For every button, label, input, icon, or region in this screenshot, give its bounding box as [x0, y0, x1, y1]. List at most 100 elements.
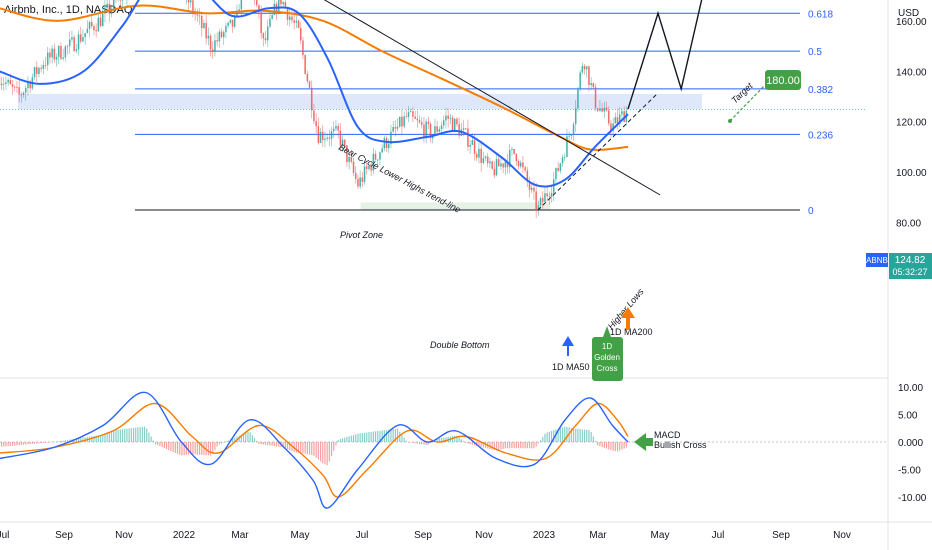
- candle-body: [13, 86, 16, 88]
- candle-body: [240, 0, 243, 10]
- macd-histogram-bar: [110, 430, 113, 442]
- candle-body: [7, 79, 9, 83]
- macd-histogram-bar: [390, 429, 392, 442]
- candle-body: [557, 167, 559, 171]
- candle-body: [233, 15, 236, 27]
- pivot-zone-label: Pivot Zone: [340, 230, 383, 240]
- candle-body: [77, 34, 80, 50]
- macd-histogram-bar: [58, 441, 60, 442]
- macd-histogram-bar: [227, 440, 229, 442]
- macd-histogram-bar: [170, 442, 172, 451]
- ma50-label: 1D MA50: [552, 362, 590, 372]
- candle-body: [321, 131, 324, 141]
- candle-body: [610, 123, 612, 131]
- candle-body: [313, 110, 315, 122]
- macd-histogram-bar: [471, 442, 473, 445]
- macd-histogram-bar: [377, 431, 379, 442]
- macd-histogram-bar: [3, 442, 5, 447]
- candle-body: [216, 40, 218, 42]
- macd-histogram-bar: [328, 442, 330, 462]
- macd-histogram-bar: [500, 442, 502, 450]
- macd-histogram-bar: [484, 442, 487, 448]
- candle-body: [194, 12, 196, 15]
- macd-histogram-bar: [623, 442, 625, 449]
- candle-body: [530, 187, 533, 190]
- macd-annotation: Bullish Cross: [654, 440, 707, 450]
- candle-body: [49, 52, 51, 58]
- candle-body: [277, 0, 280, 12]
- candle-body: [621, 111, 623, 115]
- candle-body: [79, 34, 82, 42]
- macd-histogram-bar: [344, 437, 346, 442]
- candle-body: [51, 48, 53, 58]
- candle-body: [90, 22, 93, 27]
- macd-tick-label: -5.00: [898, 466, 921, 477]
- candle-body: [372, 153, 375, 171]
- candle-body: [368, 166, 370, 169]
- candle-body: [280, 0, 282, 5]
- candle-body: [196, 14, 199, 16]
- macd-histogram-bar: [295, 442, 297, 453]
- candle-body: [20, 94, 23, 96]
- macd-histogram-bar: [302, 442, 304, 454]
- candle-body: [108, 3, 111, 14]
- macd-histogram-bar: [363, 432, 366, 442]
- candle-body: [508, 149, 511, 168]
- macd-histogram-bar: [467, 442, 469, 444]
- macd-histogram-bar: [537, 442, 539, 444]
- candle-body: [9, 79, 12, 85]
- macd-tick-label: 5.00: [898, 411, 918, 422]
- macd-histogram-bar: [597, 442, 599, 446]
- candle-body: [82, 37, 84, 42]
- fib-level-label: 0: [808, 206, 814, 217]
- candle-body: [38, 67, 40, 74]
- candle-body: [99, 17, 102, 27]
- time-tick-label: Jul: [0, 530, 9, 541]
- higher-lows-label: Higher Lows: [606, 286, 646, 331]
- macd-histogram-bar: [212, 442, 214, 454]
- candle-body: [392, 127, 394, 132]
- macd-histogram-bar: [163, 442, 165, 449]
- candle-body: [456, 118, 458, 125]
- candle-body: [541, 198, 544, 202]
- candle-body: [486, 156, 489, 164]
- macd-histogram-bar: [605, 442, 608, 449]
- candle-body: [416, 118, 419, 121]
- candle-body: [374, 153, 377, 160]
- candle-body: [112, 0, 115, 9]
- macd-histogram-bar: [445, 437, 447, 442]
- candle-body: [40, 67, 42, 69]
- macd-histogram-bar: [168, 442, 170, 451]
- macd-histogram-bar: [75, 438, 77, 442]
- macd-histogram-bar: [159, 442, 161, 447]
- candle-body: [238, 9, 240, 11]
- macd-histogram-bar: [396, 428, 399, 442]
- macd-histogram-bar: [220, 442, 223, 444]
- price-tag-countdown: 05:32:27: [892, 267, 927, 277]
- candle-body: [288, 16, 291, 20]
- candle-body: [568, 135, 570, 137]
- macd-histogram-bar: [139, 427, 141, 442]
- time-tick-label: May: [291, 530, 310, 541]
- macd-histogram-bar: [284, 442, 286, 449]
- golden-cross-pointer: [603, 326, 611, 337]
- macd-histogram-bar: [319, 442, 322, 462]
- macd-histogram-bar: [275, 442, 278, 447]
- macd-histogram-bar: [132, 427, 135, 442]
- candle-body: [101, 13, 104, 27]
- macd-histogram-bar: [335, 442, 337, 446]
- macd-histogram-bar: [379, 430, 381, 442]
- time-tick-label: Mar: [589, 530, 607, 541]
- candle-body: [68, 39, 71, 46]
- fib-level-label: 0.5: [808, 47, 822, 58]
- macd-histogram-bar: [616, 442, 619, 452]
- candle-body: [436, 126, 438, 132]
- macd-histogram-bar: [269, 442, 271, 446]
- time-tick-label: Nov: [115, 530, 133, 541]
- macd-histogram-bar: [247, 431, 249, 442]
- candle-body: [458, 124, 460, 136]
- candle-body: [592, 83, 595, 88]
- macd-histogram-bar: [130, 428, 132, 442]
- candle-body: [581, 66, 584, 73]
